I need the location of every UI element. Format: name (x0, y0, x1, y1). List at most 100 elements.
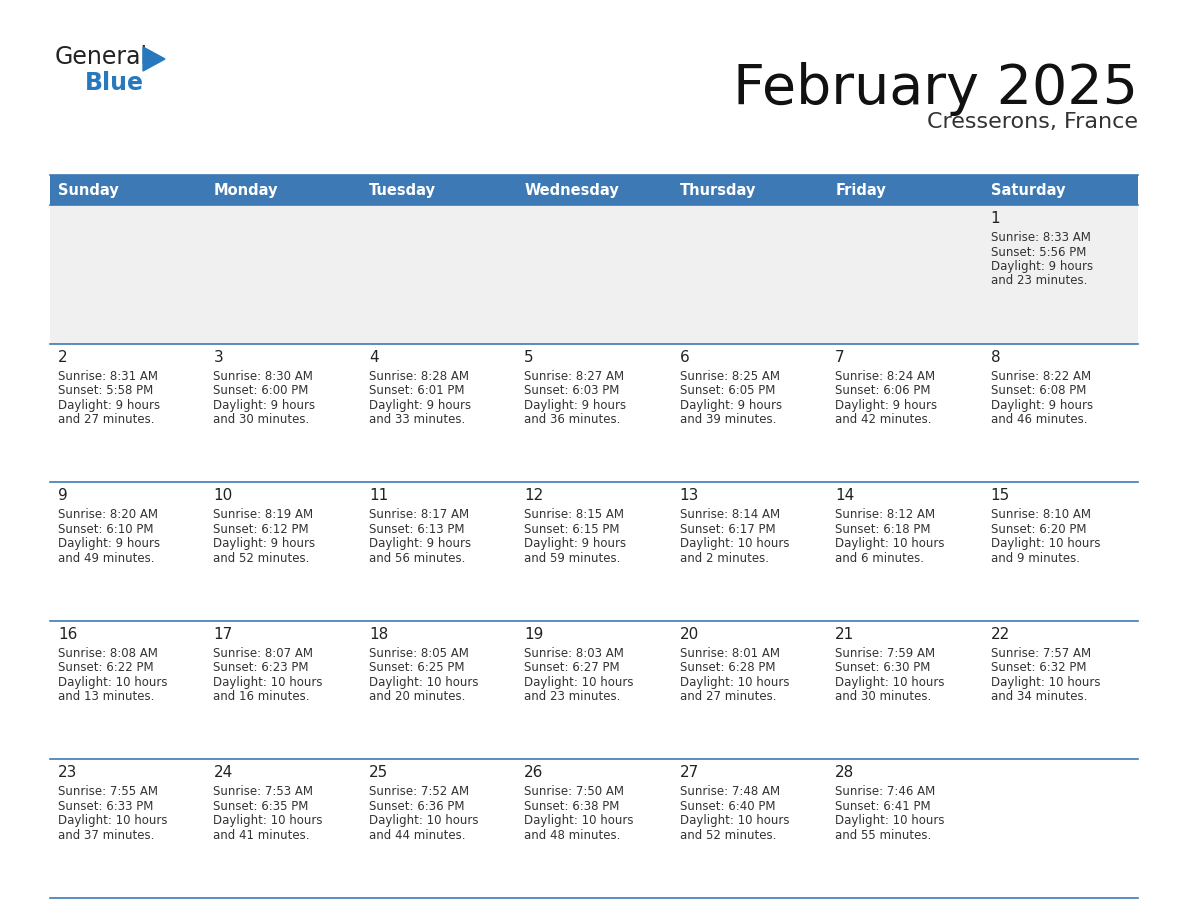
Text: Sunset: 6:20 PM: Sunset: 6:20 PM (991, 522, 1086, 536)
Bar (206, 482, 361, 621)
Text: and 46 minutes.: and 46 minutes. (991, 413, 1087, 426)
Text: Sunrise: 8:17 AM: Sunrise: 8:17 AM (368, 509, 469, 521)
Text: Sunset: 6:27 PM: Sunset: 6:27 PM (524, 661, 620, 675)
Text: Daylight: 9 hours: Daylight: 9 hours (524, 398, 626, 411)
Text: Sunrise: 8:01 AM: Sunrise: 8:01 AM (680, 647, 779, 660)
Text: Sunrise: 8:28 AM: Sunrise: 8:28 AM (368, 370, 469, 383)
Text: Sunset: 6:03 PM: Sunset: 6:03 PM (524, 384, 620, 397)
Text: 20: 20 (680, 627, 699, 642)
Text: Daylight: 10 hours: Daylight: 10 hours (680, 537, 789, 550)
Text: 17: 17 (214, 627, 233, 642)
Bar (206, 175, 361, 205)
Text: and 52 minutes.: and 52 minutes. (214, 552, 310, 565)
Text: Sunrise: 7:57 AM: Sunrise: 7:57 AM (991, 647, 1091, 660)
Text: Sunrise: 8:19 AM: Sunrise: 8:19 AM (214, 509, 314, 521)
Text: Sunset: 5:56 PM: Sunset: 5:56 PM (991, 245, 1086, 259)
Text: Thursday: Thursday (680, 183, 756, 197)
Text: Sunset: 6:10 PM: Sunset: 6:10 PM (58, 522, 153, 536)
Text: Sunset: 6:15 PM: Sunset: 6:15 PM (524, 522, 620, 536)
Text: Daylight: 9 hours: Daylight: 9 hours (524, 537, 626, 550)
Text: Sunset: 6:25 PM: Sunset: 6:25 PM (368, 661, 465, 675)
Text: and 30 minutes.: and 30 minutes. (214, 413, 310, 426)
Bar (361, 621, 517, 759)
Text: Sunset: 6:30 PM: Sunset: 6:30 PM (835, 661, 930, 675)
Text: Sunrise: 8:10 AM: Sunrise: 8:10 AM (991, 509, 1091, 521)
Text: 26: 26 (524, 766, 544, 780)
Text: and 34 minutes.: and 34 minutes. (991, 690, 1087, 703)
Text: 18: 18 (368, 627, 388, 642)
Bar (50, 482, 206, 621)
Bar (206, 205, 361, 343)
Text: Daylight: 10 hours: Daylight: 10 hours (368, 814, 479, 827)
Bar (982, 205, 1138, 343)
Text: Sunset: 6:33 PM: Sunset: 6:33 PM (58, 800, 153, 813)
Bar (517, 759, 671, 898)
Text: 3: 3 (214, 350, 223, 364)
Text: 10: 10 (214, 488, 233, 503)
Bar (982, 343, 1138, 482)
Text: Sunrise: 8:12 AM: Sunrise: 8:12 AM (835, 509, 935, 521)
Text: Sunrise: 8:33 AM: Sunrise: 8:33 AM (991, 231, 1091, 244)
Text: 28: 28 (835, 766, 854, 780)
Bar (671, 205, 827, 343)
Text: 23: 23 (58, 766, 77, 780)
Text: Daylight: 9 hours: Daylight: 9 hours (991, 260, 1093, 273)
Bar (982, 621, 1138, 759)
Text: Sunset: 6:08 PM: Sunset: 6:08 PM (991, 384, 1086, 397)
Text: and 55 minutes.: and 55 minutes. (835, 829, 931, 842)
Text: and 13 minutes.: and 13 minutes. (58, 690, 154, 703)
Text: 6: 6 (680, 350, 689, 364)
Bar (982, 759, 1138, 898)
Bar (50, 621, 206, 759)
Text: 13: 13 (680, 488, 699, 503)
Text: February 2025: February 2025 (733, 62, 1138, 116)
Text: Monday: Monday (214, 183, 278, 197)
Text: 25: 25 (368, 766, 388, 780)
Text: Wednesday: Wednesday (524, 183, 619, 197)
Text: Sunrise: 8:20 AM: Sunrise: 8:20 AM (58, 509, 158, 521)
Bar (671, 482, 827, 621)
Text: 2: 2 (58, 350, 68, 364)
Text: and 36 minutes.: and 36 minutes. (524, 413, 620, 426)
Text: 27: 27 (680, 766, 699, 780)
Text: Daylight: 10 hours: Daylight: 10 hours (835, 814, 944, 827)
Text: and 33 minutes.: and 33 minutes. (368, 413, 466, 426)
Text: 4: 4 (368, 350, 379, 364)
Text: 24: 24 (214, 766, 233, 780)
Text: 12: 12 (524, 488, 544, 503)
Text: and 16 minutes.: and 16 minutes. (214, 690, 310, 703)
Text: Sunrise: 8:05 AM: Sunrise: 8:05 AM (368, 647, 469, 660)
Text: and 27 minutes.: and 27 minutes. (58, 413, 154, 426)
Bar (206, 759, 361, 898)
Text: Sunset: 6:01 PM: Sunset: 6:01 PM (368, 384, 465, 397)
Text: and 44 minutes.: and 44 minutes. (368, 829, 466, 842)
Text: Sunrise: 8:03 AM: Sunrise: 8:03 AM (524, 647, 624, 660)
Text: Sunrise: 7:52 AM: Sunrise: 7:52 AM (368, 786, 469, 799)
Text: Sunset: 6:13 PM: Sunset: 6:13 PM (368, 522, 465, 536)
Text: Sunrise: 8:24 AM: Sunrise: 8:24 AM (835, 370, 935, 383)
Text: 19: 19 (524, 627, 544, 642)
Bar (827, 205, 982, 343)
Bar (982, 175, 1138, 205)
Text: and 20 minutes.: and 20 minutes. (368, 690, 466, 703)
Text: 9: 9 (58, 488, 68, 503)
Bar (206, 621, 361, 759)
Text: Sunset: 6:06 PM: Sunset: 6:06 PM (835, 384, 930, 397)
Bar (517, 175, 671, 205)
Text: Daylight: 9 hours: Daylight: 9 hours (368, 537, 470, 550)
Text: Sunset: 6:17 PM: Sunset: 6:17 PM (680, 522, 776, 536)
Text: and 9 minutes.: and 9 minutes. (991, 552, 1080, 565)
Text: and 48 minutes.: and 48 minutes. (524, 829, 620, 842)
Text: General: General (55, 45, 148, 69)
Text: 15: 15 (991, 488, 1010, 503)
Text: Daylight: 9 hours: Daylight: 9 hours (991, 398, 1093, 411)
Text: 5: 5 (524, 350, 533, 364)
Text: Daylight: 10 hours: Daylight: 10 hours (368, 676, 479, 688)
Text: Daylight: 10 hours: Daylight: 10 hours (58, 676, 168, 688)
Text: Sunrise: 8:07 AM: Sunrise: 8:07 AM (214, 647, 314, 660)
Text: 21: 21 (835, 627, 854, 642)
Text: Daylight: 10 hours: Daylight: 10 hours (680, 676, 789, 688)
Text: 1: 1 (991, 211, 1000, 226)
Bar (982, 482, 1138, 621)
Text: Daylight: 9 hours: Daylight: 9 hours (214, 398, 316, 411)
